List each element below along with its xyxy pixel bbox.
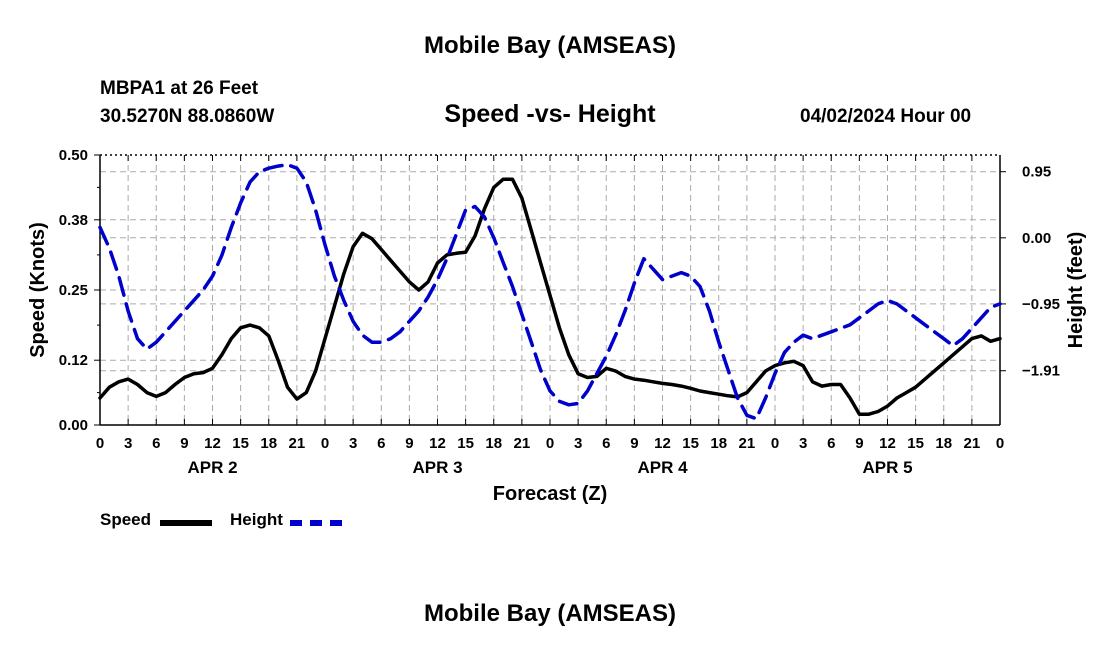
x-tick-label: 0: [546, 435, 554, 452]
x-tick-label: 21: [514, 435, 531, 452]
x-tick-label: 0: [771, 435, 779, 452]
x-tick-label: 15: [907, 435, 924, 452]
x-tick-label: 18: [710, 435, 727, 452]
x-tick-label: 15: [682, 435, 699, 452]
x-tick-label: 6: [827, 435, 835, 452]
day-label: APR 5: [862, 458, 912, 477]
x-tick-label: 18: [260, 435, 277, 452]
day-label: APR 2: [187, 458, 237, 477]
x-tick-label: 9: [405, 435, 413, 452]
x-tick-label: 12: [654, 435, 671, 452]
x-tick-label: 3: [349, 435, 357, 452]
axis-labels: 0 3 6 9 12 15 18 21 0 3 6 9 12 15 18 21 0 3 6 9 12 15 18 21 0 3 6 9…: [27, 147, 1087, 505]
y-right-axis-title: Height (feet): [1065, 232, 1087, 349]
x-tick-label: 15: [457, 435, 474, 452]
x-tick-label: 15: [232, 435, 249, 452]
x-tick-label: 6: [602, 435, 610, 452]
y-right-tick-label: 0.95: [1022, 164, 1051, 181]
page-title: Mobile Bay (AMSEAS): [423, 32, 677, 59]
x-tick-label: 12: [204, 435, 221, 452]
legend-height-swatch: [290, 520, 342, 526]
legend-speed-label: Speed: [100, 510, 152, 529]
station-label: MBPA1 at 26 Feet: [100, 78, 259, 99]
series: [98, 162, 1002, 421]
x-tick-label: 21: [739, 435, 756, 452]
y-right-tick-label: −0.95: [1022, 296, 1060, 313]
day-label: APR 3: [412, 458, 462, 477]
series-line-speed: [98, 177, 1002, 416]
x-tick-label: 0: [321, 435, 329, 452]
y-right-tick-label: 0.00: [1022, 230, 1051, 247]
x-tick-label: 9: [630, 435, 638, 452]
x-axis-title: Forecast (Z): [493, 483, 607, 505]
y-left-tick-label: 0.50: [59, 147, 88, 164]
grid: [100, 155, 1000, 425]
chart-subtitle: Speed -vs- Height: [444, 100, 656, 128]
x-tick-label: 21: [964, 435, 981, 452]
y-left-tick-label: 0.12: [59, 352, 88, 369]
x-tick-label: 21: [289, 435, 306, 452]
y-right-tick-label: −1.91: [1022, 363, 1060, 380]
x-tick-label: 18: [485, 435, 502, 452]
series-line-height: [98, 162, 1002, 421]
x-tick-label: 6: [152, 435, 160, 452]
y-left-tick-label: 0.25: [59, 282, 88, 299]
repeat-page-title: Mobile Bay (AMSEAS): [423, 600, 677, 627]
axes: [94, 154, 1006, 426]
y-left-tick-label: 0.00: [59, 417, 88, 434]
station-coords: 30.5270N 88.0860W: [100, 106, 275, 127]
x-tick-label: 0: [996, 435, 1004, 452]
legend-speed-swatch: [160, 520, 212, 526]
x-tick-label: 3: [124, 435, 132, 452]
x-tick-label: 18: [935, 435, 952, 452]
y-left-axis-title: Speed (Knots): [27, 222, 49, 358]
x-tick-label: 6: [377, 435, 385, 452]
x-tick-label: 12: [879, 435, 896, 452]
y-left-tick-label: 0.38: [59, 212, 88, 229]
x-tick-label: 9: [855, 435, 863, 452]
x-tick-label: 3: [799, 435, 807, 452]
legend-height-label: Height: [230, 510, 283, 529]
x-tick-label: 3: [574, 435, 582, 452]
x-tick-label: 12: [429, 435, 446, 452]
forecast-datetime: 04/02/2024 Hour 00: [800, 106, 972, 127]
day-label: APR 4: [637, 458, 688, 477]
x-tick-label: 9: [180, 435, 188, 452]
x-tick-label: 0: [96, 435, 104, 452]
